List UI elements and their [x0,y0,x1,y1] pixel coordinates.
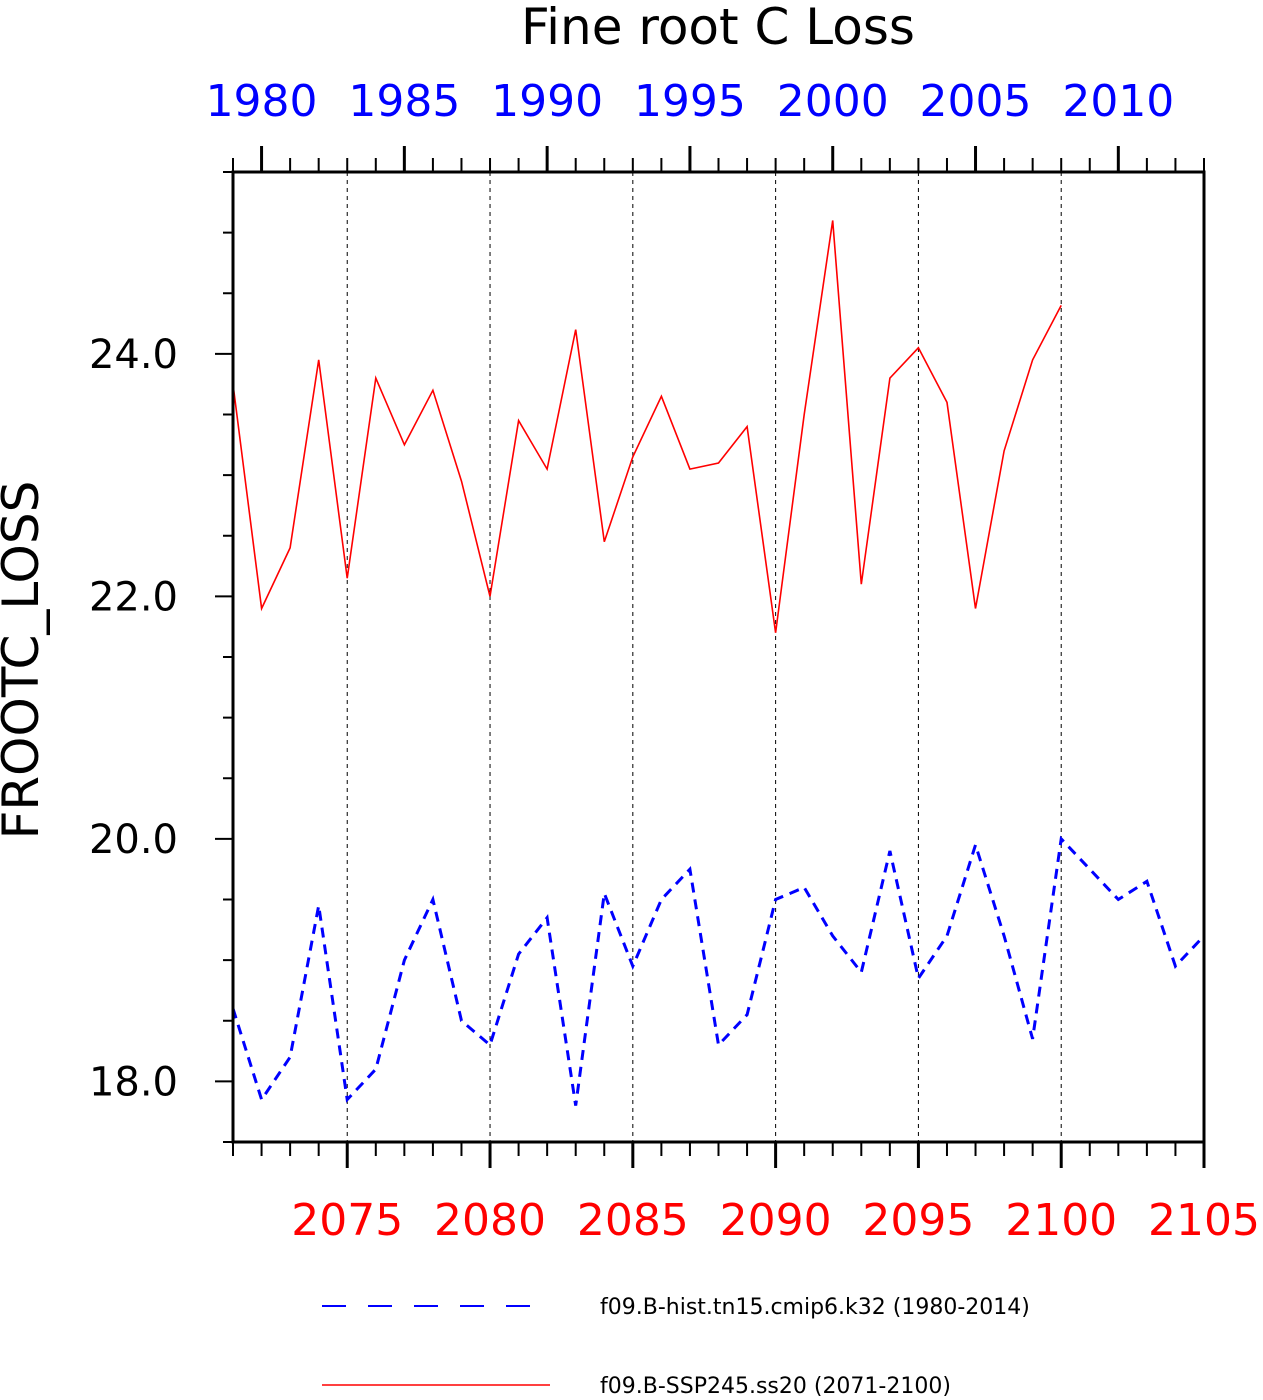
bottom-tick-label: 2105 [1148,1195,1260,1246]
plot-frame [231,170,1206,1144]
left-tick-label: 24.0 [89,332,178,378]
y-axis-label: FROOTC_LOSS [0,481,50,840]
top-tick-label: 2005 [920,76,1032,127]
series-line-ssp245 [232,220,1062,633]
series-line-hist [231,835,1206,1106]
bottom-tick-label: 2090 [720,1195,832,1246]
axis-ticks [215,146,1206,1168]
top-tick-label: 2010 [1062,76,1174,127]
left-tick-label: 22.0 [89,574,178,620]
top-tick-label: 1980 [206,76,318,127]
bottom-tick-label: 2075 [291,1195,403,1246]
bottom-tick-label: 2085 [577,1195,689,1246]
top-tick-label: 1990 [491,76,603,127]
left-tick-label: 18.0 [89,1059,178,1105]
legend: f09.B-hist.tn15.cmip6.k32 (1980-2014) f0… [322,1295,1030,1399]
legend-label-hist: f09.B-hist.tn15.cmip6.k32 (1980-2014) [600,1295,1030,1320]
chart-title: Fine root C Loss [521,0,915,56]
bottom-tick-label: 2080 [434,1195,546,1246]
left-tick-label: 20.0 [89,817,178,863]
bottom-tick-label: 2100 [1005,1195,1117,1246]
legend-label-ssp245: f09.B-SSP245.ss20 (2071-2100) [600,1374,951,1399]
top-tick-label: 1995 [634,76,746,127]
top-tick-label: 1985 [348,76,460,127]
top-tick-label: 2000 [777,76,889,127]
series-layer [231,220,1206,1106]
top-axis-labels: 1980 1985 1990 1995 2000 2005 2010 [206,76,1175,127]
left-axis-labels: 18.0 20.0 22.0 24.0 [89,332,178,1106]
bottom-tick-label: 2095 [862,1195,974,1246]
gridlines [346,172,1062,1142]
bottom-axis-labels: 2075 2080 2085 2090 2095 2100 2105 [291,1195,1260,1246]
